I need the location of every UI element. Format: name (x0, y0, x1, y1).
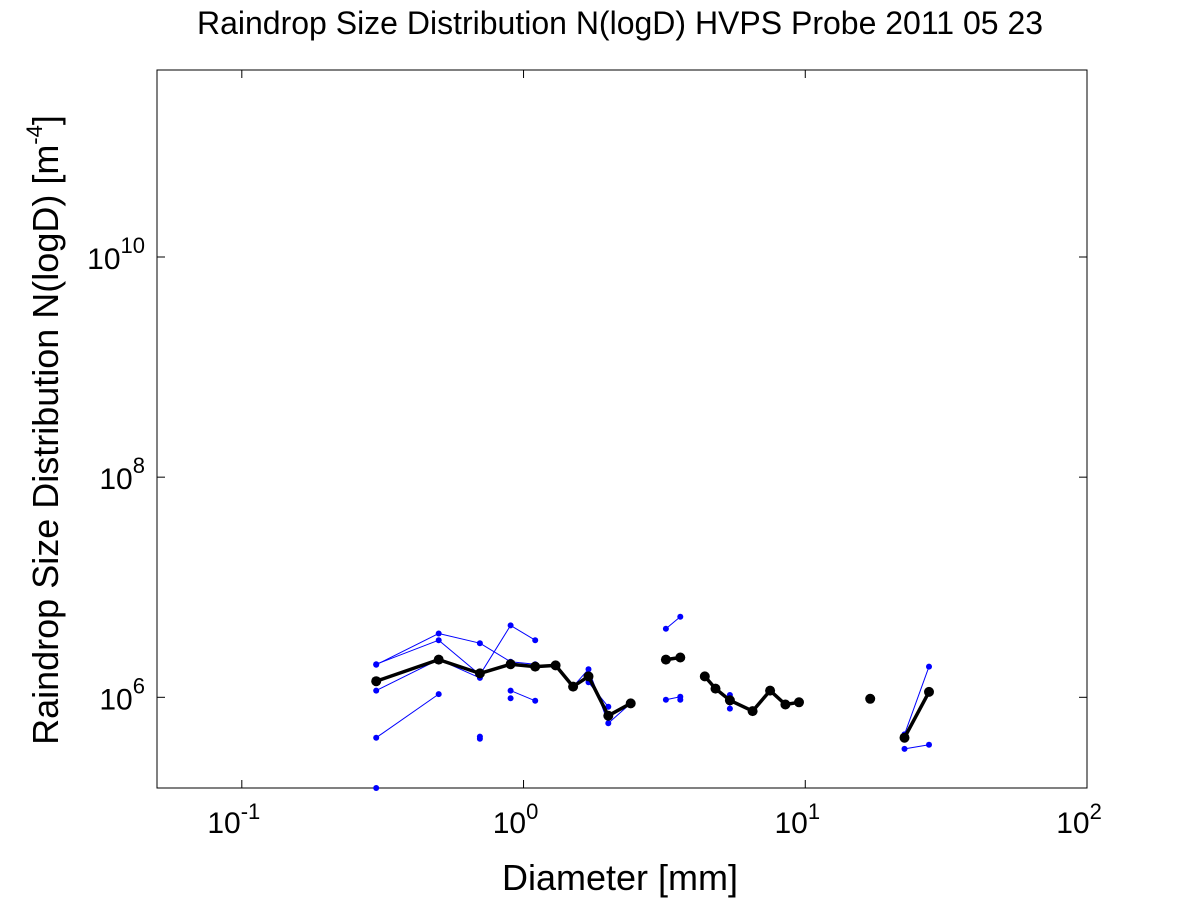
sample-data-point (605, 703, 612, 710)
sample-data-point (662, 696, 669, 703)
sample-series-line (375, 693, 439, 739)
mean-data-point (660, 654, 671, 665)
y-axis-label-close: ] (25, 115, 66, 125)
sample-series-line (510, 690, 536, 702)
x-tick-base: 10 (774, 807, 807, 840)
sample-data-point (373, 785, 380, 791)
mean-data-point (924, 686, 934, 697)
y-axis-label-exponent: -4 (22, 125, 47, 145)
sample-data-point (435, 691, 442, 698)
mean-data-point (710, 683, 721, 694)
y-tick-base: 10 (99, 463, 132, 496)
sample-data-point (926, 741, 932, 748)
sample-data-point (435, 637, 442, 644)
x-axis-ticks: 10-1 100 101 102 (207, 70, 1102, 840)
sample-data-point (662, 625, 669, 632)
x-tick-exponent: 1 (808, 799, 820, 824)
sample-data-point (507, 622, 514, 629)
mean-data-point (583, 671, 594, 682)
y-axis-label: Raindrop Size Distribution N(logD) [m-4] (22, 115, 66, 745)
plot-area (156, 69, 1088, 789)
sample-data-point (507, 695, 514, 702)
sample-data-point (507, 687, 514, 694)
mean-data-point (505, 659, 516, 670)
y-tick-label: 106 (99, 673, 145, 716)
sample-data-point (373, 734, 380, 741)
x-axis-label: Diameter [mm] (502, 857, 738, 898)
mean-data-point (899, 732, 910, 743)
mean-data-point (371, 676, 382, 687)
x-tick-label: 100 (493, 799, 539, 840)
y-tick-exponent: 8 (133, 453, 145, 478)
mean-data-point (433, 654, 444, 665)
x-tick-label: 101 (774, 799, 820, 840)
sample-series-line (904, 744, 930, 750)
sample-data-point (476, 735, 483, 742)
mean-data-point (603, 710, 614, 721)
chart-title: Raindrop Size Distribution N(logD) HVPS … (197, 5, 1043, 41)
mean-data-point (724, 695, 735, 706)
x-tick-base: 10 (493, 807, 526, 840)
sample-data-point (677, 613, 684, 620)
x-tick-exponent: 0 (526, 799, 538, 824)
mean-data-point (568, 681, 579, 692)
mean-data-point (765, 685, 776, 696)
mean-data-point (865, 693, 876, 704)
sample-data-point (585, 666, 592, 673)
mean-data-point (675, 652, 686, 663)
sample-data-point (677, 696, 684, 703)
y-axis-label-main: Raindrop Size Distribution N(logD) [m (25, 145, 66, 745)
x-tick-exponent: -1 (241, 799, 261, 824)
mean-series-line (375, 657, 632, 718)
sample-data-point (901, 745, 908, 752)
y-tick-exponent: 6 (133, 673, 145, 698)
sample-data-point (605, 720, 612, 727)
mean-series (371, 652, 934, 743)
sample-data-point (726, 705, 733, 712)
x-tick-label: 102 (1056, 799, 1102, 840)
sample-data-point (476, 640, 483, 647)
sample-series-line (904, 666, 930, 735)
x-tick-label: 10-1 (207, 799, 260, 840)
y-tick-label: 1010 (87, 233, 145, 276)
mean-data-point (530, 661, 541, 672)
y-tick-base: 10 (87, 243, 120, 276)
sample-data-point (373, 687, 380, 694)
mean-data-point (625, 698, 636, 709)
x-tick-exponent: 2 (1090, 799, 1102, 824)
mean-data-point (794, 697, 804, 708)
y-tick-label: 108 (99, 453, 145, 496)
sample-data-point (532, 697, 539, 704)
mean-data-point (699, 671, 710, 682)
mean-data-point (780, 699, 791, 710)
mean-data-point (474, 668, 485, 679)
sample-data-point (926, 663, 932, 670)
mean-data-point (747, 706, 758, 717)
x-tick-base: 10 (207, 807, 240, 840)
y-tick-exponent: 10 (121, 233, 145, 258)
sample-data-point (373, 661, 380, 668)
mean-series-line (902, 691, 931, 739)
x-tick-base: 10 (1056, 807, 1089, 840)
sample-data-point (435, 630, 442, 637)
sample-series-line (665, 616, 681, 630)
sample-data-point (532, 637, 539, 644)
mean-data-point (550, 660, 561, 671)
y-tick-base: 10 (99, 683, 132, 716)
